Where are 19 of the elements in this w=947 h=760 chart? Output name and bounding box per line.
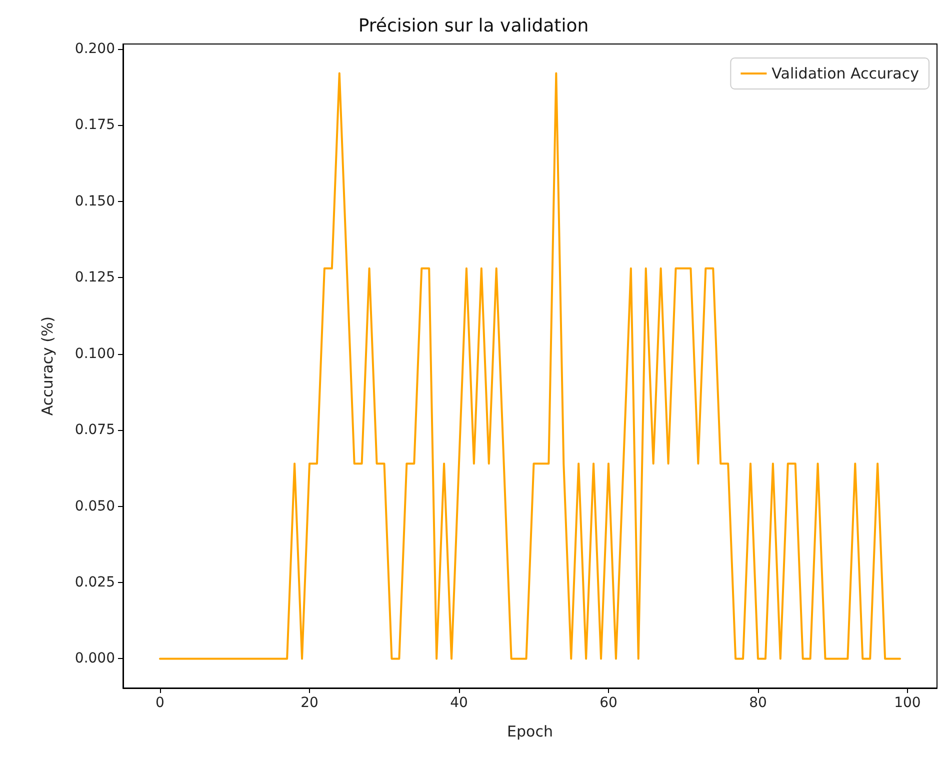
x-axis-title: Epoch [507,722,553,740]
x-tick-label: 60 [600,695,618,711]
x-tick-label: 40 [450,695,468,711]
y-tick-label: 0.125 [74,270,115,286]
y-tick-label: 0.150 [74,193,115,210]
x-tick-label: 80 [749,695,767,711]
y-tick-label: 0.175 [74,117,115,134]
y-tick-label: 0.050 [74,498,115,514]
y-tick-label: 0.100 [74,346,115,362]
x-tick-label: 0 [156,695,164,711]
legend-label: Validation Accuracy [772,64,920,82]
y-tick-label: 0.200 [74,40,115,57]
y-tick-label: 0.025 [74,574,115,590]
y-tick-label: 0.075 [74,422,115,438]
x-tick-label: 100 [894,695,921,711]
y-tick-label: 0.000 [74,650,115,667]
chart-title: Précision sur la validation [358,16,589,36]
y-axis-title: Accuracy (%) [38,316,56,416]
x-tick-label: 20 [300,695,318,711]
